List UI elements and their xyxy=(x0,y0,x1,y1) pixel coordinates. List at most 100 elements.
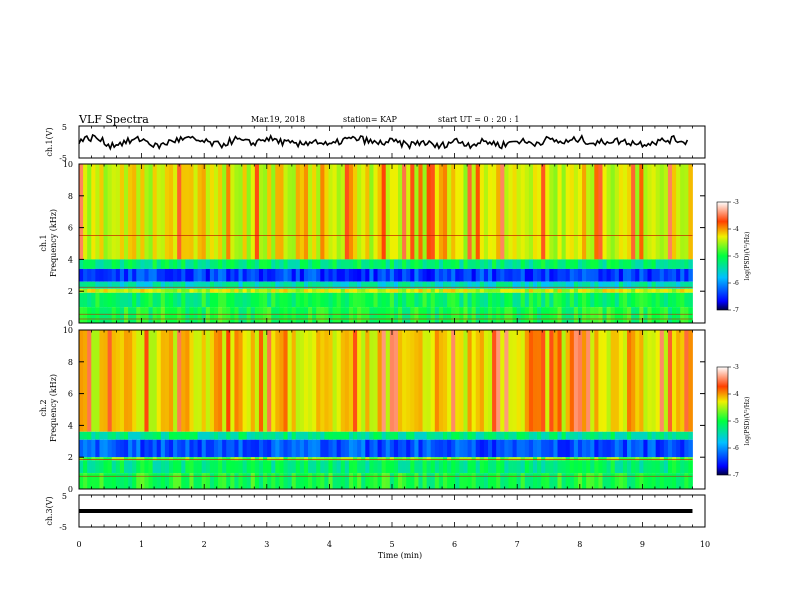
spectrogram-cell xyxy=(291,457,297,461)
spectrogram-cell xyxy=(128,259,133,269)
spectrogram-cell xyxy=(614,268,620,282)
spectrogram-cell xyxy=(168,457,174,461)
spectrogram-cell xyxy=(663,330,669,432)
spectrogram-cell xyxy=(340,460,346,474)
spectrogram-cell xyxy=(504,439,509,458)
spectrogram-cell xyxy=(561,268,567,282)
spectrogram-cell xyxy=(230,268,235,282)
spectrogram-cell xyxy=(406,281,411,289)
spectrogram-cell xyxy=(479,460,485,474)
spectrogram-cell xyxy=(324,281,329,289)
spectrogram-cell xyxy=(582,457,587,461)
spectrogram-cell xyxy=(193,431,199,440)
spectrogram-cell xyxy=(193,268,199,282)
spectrogram-cell xyxy=(487,431,493,440)
spectrogram-cell xyxy=(475,439,481,458)
spectrogram-cell xyxy=(185,431,190,440)
spectrogram-cell xyxy=(500,307,505,323)
spectrogram-cell xyxy=(246,431,252,440)
spectrogram-cell xyxy=(119,288,125,293)
spectrogram-cell xyxy=(246,268,252,282)
ch1-voltage-axis-label: ch.1(V) xyxy=(45,127,54,156)
spectrogram-cell xyxy=(344,457,350,461)
spectrogram-cell xyxy=(594,281,599,289)
spectrogram-cell xyxy=(459,281,464,289)
spectrogram-cell xyxy=(242,431,248,440)
spectrogram-cell xyxy=(271,330,276,432)
spectrogram-cell xyxy=(422,439,428,458)
spectrogram-cell xyxy=(545,292,550,308)
spectrogram-cell xyxy=(471,164,477,260)
spectrogram-cell xyxy=(205,281,211,289)
spectrogram-cell xyxy=(492,439,497,458)
spectrogram-cell xyxy=(95,281,100,289)
spectrogram-cell xyxy=(598,307,603,323)
spectrogram-cell xyxy=(283,439,288,458)
spectrogram-cell xyxy=(152,288,158,293)
spectrogram-cell xyxy=(451,439,456,458)
spectrogram-cell xyxy=(132,281,137,289)
spectrogram-cell xyxy=(672,281,677,289)
spectrogram-cell xyxy=(312,268,317,282)
spectrogram-cell xyxy=(271,307,276,323)
spectrogram-cell xyxy=(316,457,321,461)
spectrogram-cell xyxy=(361,457,366,461)
spectrogram-cell xyxy=(254,431,260,440)
spectrogram-cell xyxy=(123,259,129,269)
spectrogram-cell xyxy=(389,268,395,282)
spectrogram-cell xyxy=(353,473,358,489)
spectrogram-cell xyxy=(504,288,509,293)
spectrogram-cell xyxy=(398,281,403,289)
spectrogram-cell xyxy=(336,164,342,260)
spectrogram-cell xyxy=(438,439,444,458)
spectrogram-cell xyxy=(283,330,288,432)
spectrogram-cell xyxy=(532,460,538,474)
spectrogram-cell xyxy=(389,292,395,308)
spectrogram-cell xyxy=(279,164,284,260)
spectrogram-cell xyxy=(344,439,350,458)
spectrogram-cell xyxy=(483,460,489,474)
spectrogram-cell xyxy=(213,259,219,269)
spectrogram-cell xyxy=(684,330,689,432)
spectrogram-cell xyxy=(144,330,149,432)
spectrogram-cell xyxy=(205,431,211,440)
spectrogram-cell xyxy=(95,268,100,282)
spectrogram-cell xyxy=(83,439,88,458)
spectrogram-cell xyxy=(434,431,440,440)
spectrogram-cell xyxy=(99,268,104,282)
spectrogram-cell xyxy=(434,473,440,489)
spectrogram-cell xyxy=(520,457,526,461)
spectrogram-cell xyxy=(250,292,256,308)
spectrogram-cell xyxy=(655,268,661,282)
spectrogram-cell xyxy=(561,164,567,260)
spectrogram-cell xyxy=(148,164,154,260)
spectrogram-cell xyxy=(598,431,603,440)
spectrogram-cell xyxy=(107,439,113,458)
spectrogram-cell xyxy=(160,164,166,260)
spectrogram-cell xyxy=(545,288,550,293)
spectrogram-cell xyxy=(549,457,554,461)
spectrogram-cell xyxy=(647,457,652,461)
spectrogram-cell xyxy=(443,307,448,323)
spectrogram-cell xyxy=(582,439,587,458)
spectrogram-cell xyxy=(496,259,501,269)
spectrogram-cell xyxy=(537,330,542,432)
spectrogram-cell xyxy=(95,439,100,458)
spectrogram-cell xyxy=(676,307,681,323)
spectrogram-cell xyxy=(173,439,178,458)
spectrogram-cell xyxy=(332,457,338,461)
spectrogram-cell xyxy=(524,460,530,474)
spectrogram-cell xyxy=(618,307,624,323)
spectrogram-cell xyxy=(152,268,158,282)
spectrogram-cell xyxy=(680,292,685,308)
spectrogram-cell xyxy=(99,307,104,323)
spectrogram-cell xyxy=(520,281,526,289)
spectrogram-cell xyxy=(381,431,387,440)
spectrogram-cell xyxy=(168,292,174,308)
spectrogram-cell xyxy=(455,439,460,458)
spectrogram-cell xyxy=(492,473,497,489)
spectrogram-cell xyxy=(590,292,595,308)
spectrogram-cell xyxy=(181,281,186,289)
spectrogram-cell xyxy=(103,439,109,458)
spectrogram-cell xyxy=(426,268,432,282)
